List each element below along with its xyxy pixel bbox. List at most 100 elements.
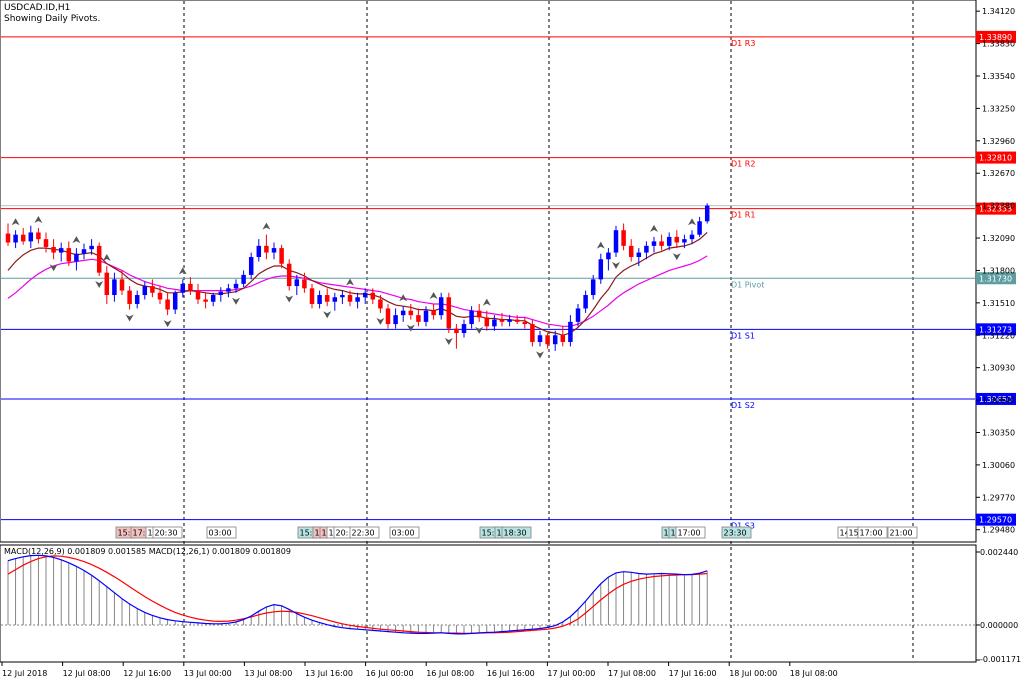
session-label: 14 [840,529,850,538]
candle-body [423,310,429,322]
session-label: 03:00 [209,529,232,538]
candle-body [636,252,642,258]
candle-body [545,335,550,345]
candle-body [598,259,604,280]
pivot-price-tag [976,272,1016,285]
price-tick-label: 1.33250 [982,104,1015,113]
candle-body [188,283,193,291]
pivot-price-label: 1.33890 [979,33,1012,42]
time-tick-label: 16 Jul 08:00 [426,669,474,678]
fractal-up-marker [72,236,81,244]
macd-tick-label: 0.000000 [980,621,1018,630]
session-box [857,526,888,539]
candle-body [241,274,246,284]
session-label: 15: [118,529,131,538]
fractal-down-marker [125,314,134,322]
session-box [389,526,420,539]
pivots-subtitle: Showing Daily Pivots. [4,14,101,24]
candle-body [355,297,360,302]
macd-main-line [7,554,708,635]
price-tick-label: 1.31800 [982,266,1015,275]
pivot-price-tag [976,513,1016,526]
candle-body [469,310,474,325]
candle-body [157,292,163,300]
fractal-up-marker [429,291,438,299]
candle-body [81,249,87,254]
fractals [11,215,696,359]
session-label: 1 [148,529,153,538]
symbol-title: USDCAD.ID,H1 [4,3,71,13]
candle-body [568,321,573,342]
candle-body [51,246,56,253]
candle-body [575,308,581,322]
candle-body [446,297,452,329]
session-label: 1 [315,529,320,538]
slow-moving-average [7,255,708,327]
session-label: 03:00 [392,529,415,538]
pivot-price-tag [976,151,1016,164]
pivot-lines: D1 R3 D1 R2 D1 R1 D1 Pivot D1 S1 D1 S2 D1 S3 [1,36,975,531]
price-tick-label: 1.31220 [982,331,1015,340]
candle-body [537,335,543,342]
session-box [721,526,752,539]
candle-body [393,315,398,325]
grid-lines [183,1,914,661]
candle-body [431,310,436,316]
macd-indicator: 0.002440 0.000000 -0.001171 [1,548,1021,664]
candle-body [5,233,11,243]
fractal-down-marker [285,295,294,303]
candle-body [704,205,710,222]
pivot-name: D1 R1 [731,211,755,220]
session-label: 1 [329,529,334,538]
candle-body [89,245,94,250]
pivot-price-tag [976,323,1016,336]
candle-body [180,283,186,293]
fractal-up-marker [688,218,696,226]
fractal-down-marker [163,320,172,328]
session-label: 15 [849,529,859,538]
candle-body [20,234,26,242]
price-tick-label: 1.32670 [982,169,1015,178]
fractal-down-marker [49,264,58,272]
fractal-down-marker [323,311,332,319]
session-label: 1 [497,529,502,538]
session-label: 18:30 [504,529,527,538]
fractal-down-marker [95,281,104,289]
session-box [675,526,706,539]
price-tick-label: 1.30350 [982,428,1015,437]
pivot-price-tag [976,30,1016,43]
candle-body [271,248,277,253]
price-tick-label: 1.30060 [982,461,1015,470]
price-tick-label: 1.34120 [982,7,1015,16]
candle-body [256,245,262,258]
candle-body [644,245,649,253]
candle-body [74,253,79,262]
candle-body [552,335,558,345]
candle-body [36,232,41,240]
fractal-up-marker [178,267,187,275]
time-tick-label: 12 Jul 16:00 [123,669,171,678]
session-label: 1 [664,529,669,538]
fractal-up-marker [399,294,408,302]
time-tick-label: 16 Jul 00:00 [366,669,414,678]
candle-body [454,328,459,334]
candle-body [302,279,307,289]
candle-body [58,248,64,253]
candle-body [514,319,520,322]
macd-signal-line [7,555,708,635]
macd-tick-label: 0.002440 [980,548,1018,557]
candle-body [499,319,505,322]
pivot-name: D1 R2 [731,160,755,169]
candle-body [286,263,292,287]
candle-body [13,234,18,243]
session-label: 20:30 [155,529,178,538]
time-tick-label: 13 Jul 00:00 [184,669,232,678]
session-markers: 15: 17: 1 20:30 03:00 15: 1 1 1 20: 22:30 03:00 15: 1… [115,526,918,539]
candle-body [279,248,284,264]
pivot-name: D1 Pivot [731,280,764,289]
candle-body [233,283,239,289]
time-tick-label: 12 Jul 2018 [2,669,47,678]
pivot-name: D1 S3 [731,522,755,531]
session-label: 17: [133,529,146,538]
